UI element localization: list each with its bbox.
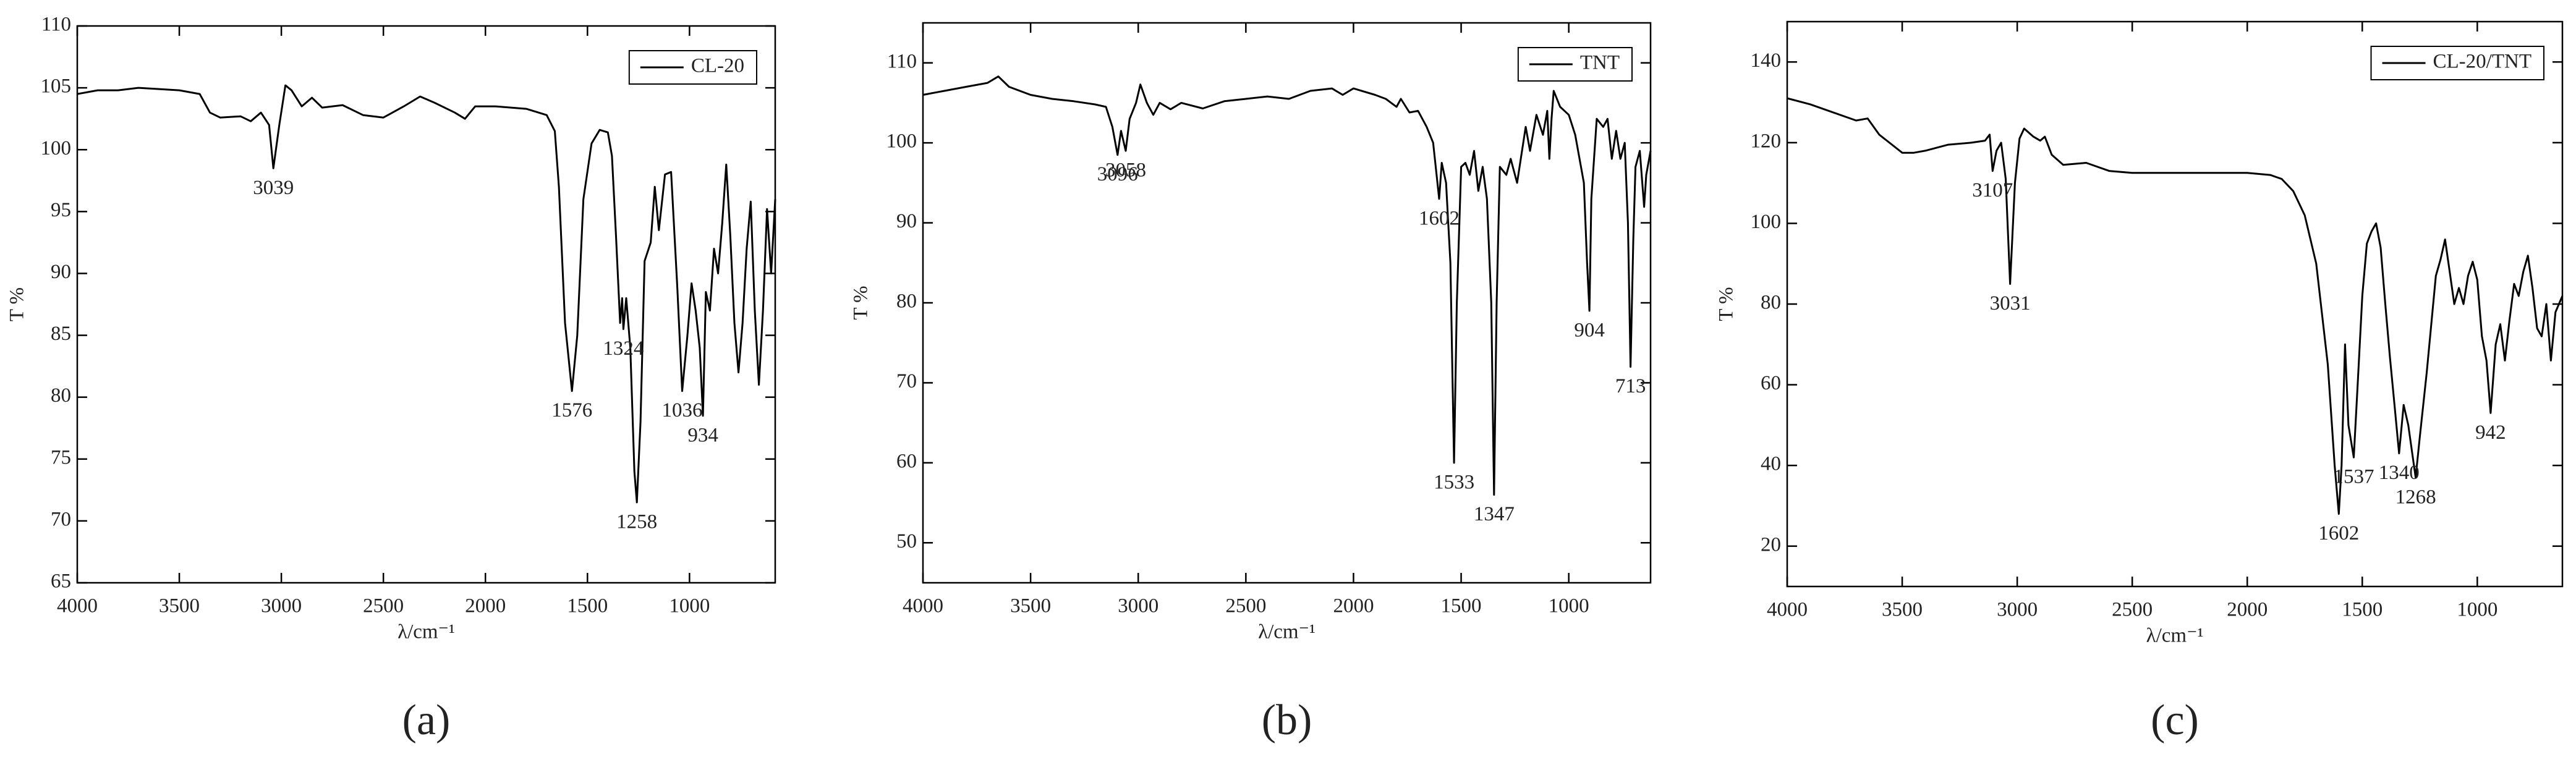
spectrum-line: [1787, 97, 2564, 515]
y-tick-label: 110: [887, 50, 917, 72]
y-tick-label: 40: [1761, 453, 1781, 475]
y-tick-label: 85: [51, 323, 71, 345]
x-axis-label: λ/cm⁻¹: [397, 621, 455, 643]
x-tick-label: 3000: [261, 595, 302, 617]
peak-label: 3107: [1972, 179, 2013, 201]
x-axis-label: λ/cm⁻¹: [2146, 625, 2204, 647]
y-tick-label: 60: [896, 450, 917, 472]
x-tick-label: 2500: [1225, 595, 1266, 617]
panel-label: (b): [1262, 696, 1312, 744]
x-tick-label: 3500: [1882, 599, 1923, 621]
legend-label: TNT: [1580, 52, 1620, 74]
y-tick-label: 90: [896, 210, 917, 232]
x-tick-label: 3000: [1997, 599, 2038, 621]
y-tick-label: 20: [1761, 533, 1781, 556]
x-tick-label: 2000: [465, 595, 506, 617]
y-axis-label: T %: [6, 287, 28, 321]
plot-frame: [1786, 20, 2564, 588]
panel-label: (a): [402, 696, 451, 744]
peak-label: 3031: [1990, 292, 2031, 315]
y-tick-label: 80: [896, 290, 917, 313]
y-tick-label: 70: [51, 508, 71, 530]
x-tick-label: 2500: [363, 595, 404, 617]
peak-label: 1576: [551, 399, 592, 421]
spectrum-line: [77, 84, 776, 504]
x-tick-label: 2500: [2112, 599, 2153, 621]
peak-label: 3039: [253, 177, 294, 199]
y-tick-label: 95: [51, 199, 71, 221]
x-tick-label: 4000: [57, 595, 98, 617]
peak-label: 942: [2475, 421, 2506, 444]
y-axis-label: T %: [1715, 287, 1738, 321]
peak-label: 713: [1615, 375, 1646, 397]
peak-label: 1340: [2379, 462, 2420, 484]
x-tick-label: 1000: [669, 595, 710, 617]
y-tick-label: 140: [1751, 49, 1782, 72]
x-tick-label: 3500: [1010, 595, 1051, 617]
y-tick-label: 105: [41, 75, 72, 98]
x-tick-label: 2000: [2227, 599, 2268, 621]
peak-label: 934: [687, 424, 718, 446]
y-tick-label: 50: [896, 530, 917, 552]
peak-label: 3096: [1097, 163, 1138, 185]
x-tick-label: 1500: [567, 595, 608, 617]
y-tick-label: 65: [51, 570, 71, 593]
y-tick-label: 100: [1751, 211, 1782, 233]
legend-label: CL-20: [691, 55, 744, 77]
peak-label: 1602: [2318, 522, 2359, 544]
x-tick-label: 1000: [1549, 595, 1589, 617]
plot-frame: [922, 22, 1652, 584]
peak-label: 904: [1574, 320, 1605, 342]
legend: TNT: [1517, 47, 1633, 82]
y-tick-label: 110: [41, 14, 71, 36]
x-tick-label: 1500: [1441, 595, 1482, 617]
legend: CL-20/TNT: [2370, 46, 2544, 80]
x-axis-label: λ/cm⁻¹: [1258, 621, 1316, 643]
y-tick-label: 80: [51, 384, 71, 407]
plot-frame: [76, 25, 776, 584]
y-tick-label: 60: [1761, 372, 1781, 394]
peak-label: 1324: [603, 337, 644, 360]
spectrum-line: [922, 75, 1652, 496]
peak-label: 1533: [1434, 471, 1474, 493]
x-tick-label: 1500: [2342, 599, 2383, 621]
peak-label: 1036: [661, 399, 702, 421]
peak-label: 1258: [616, 510, 657, 533]
y-tick-label: 70: [896, 370, 917, 392]
panel-label: (c): [2151, 696, 2199, 744]
peak-label: 1347: [1474, 503, 1515, 525]
x-tick-label: 4000: [1767, 599, 1808, 621]
x-tick-label: 4000: [903, 595, 943, 617]
x-tick-label: 2000: [1333, 595, 1374, 617]
x-tick-label: 1000: [2457, 599, 2497, 621]
y-tick-label: 100: [886, 130, 917, 153]
y-tick-label: 100: [41, 137, 72, 159]
peak-label: 1602: [1419, 207, 1460, 229]
x-tick-label: 3500: [159, 595, 200, 617]
peak-label: 1537: [2333, 466, 2374, 488]
legend: CL-20: [628, 50, 757, 85]
peak-label: 1268: [2395, 486, 2436, 508]
y-axis-label: T %: [850, 286, 872, 320]
peak-label: 3058: [1105, 159, 1146, 182]
y-tick-label: 120: [1751, 130, 1782, 152]
y-tick-label: 90: [51, 261, 71, 283]
y-tick-label: 80: [1761, 292, 1781, 314]
x-tick-label: 3000: [1118, 595, 1158, 617]
legend-label: CL-20/TNT: [2433, 51, 2531, 73]
y-tick-label: 75: [51, 446, 71, 468]
